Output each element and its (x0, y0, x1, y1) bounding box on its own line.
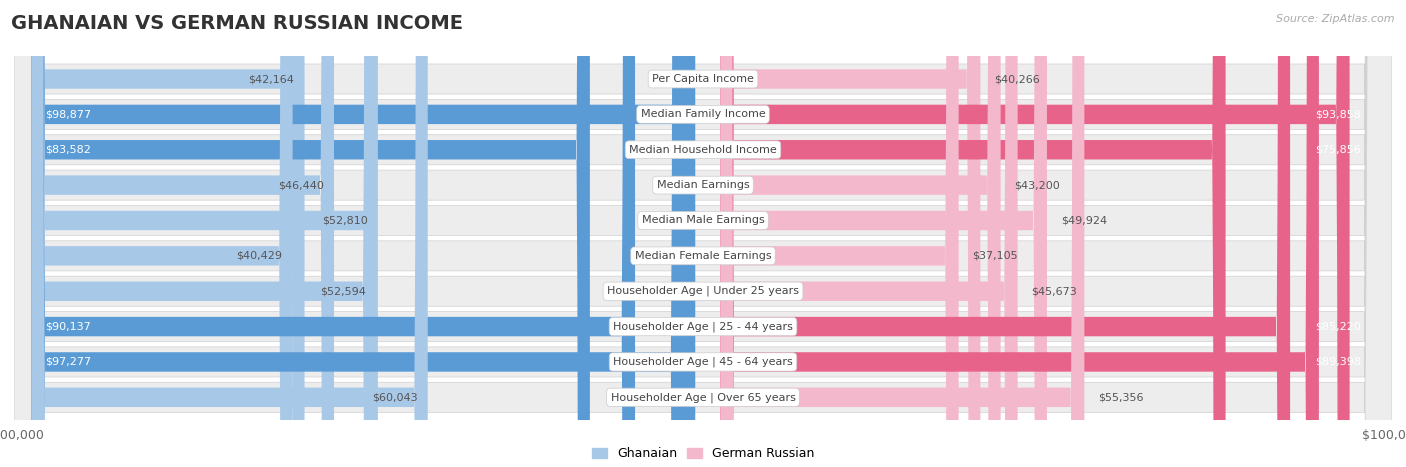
Text: $90,137: $90,137 (45, 322, 91, 332)
FancyBboxPatch shape (31, 0, 427, 467)
FancyBboxPatch shape (14, 0, 1392, 467)
FancyBboxPatch shape (31, 0, 636, 467)
Text: $98,877: $98,877 (45, 109, 91, 120)
FancyBboxPatch shape (720, 0, 980, 467)
FancyBboxPatch shape (720, 0, 1319, 467)
Text: $93,858: $93,858 (1315, 109, 1361, 120)
FancyBboxPatch shape (14, 0, 1392, 467)
Text: $43,200: $43,200 (1014, 180, 1060, 190)
FancyBboxPatch shape (31, 0, 335, 467)
FancyBboxPatch shape (31, 0, 591, 467)
Text: GHANAIAN VS GERMAN RUSSIAN INCOME: GHANAIAN VS GERMAN RUSSIAN INCOME (11, 14, 463, 33)
FancyBboxPatch shape (720, 0, 1226, 467)
Text: $46,440: $46,440 (278, 180, 323, 190)
Text: $60,043: $60,043 (371, 392, 418, 402)
Text: Householder Age | Under 25 years: Householder Age | Under 25 years (607, 286, 799, 297)
FancyBboxPatch shape (720, 0, 1350, 467)
Text: Median Earnings: Median Earnings (657, 180, 749, 190)
FancyBboxPatch shape (720, 0, 1018, 467)
Text: $40,266: $40,266 (994, 74, 1040, 84)
Text: $85,220: $85,220 (1315, 322, 1361, 332)
Text: $52,594: $52,594 (321, 286, 366, 296)
Text: Householder Age | Over 65 years: Householder Age | Over 65 years (610, 392, 796, 403)
Text: $55,356: $55,356 (1098, 392, 1143, 402)
Text: Householder Age | 25 - 44 years: Householder Age | 25 - 44 years (613, 321, 793, 332)
FancyBboxPatch shape (14, 0, 1392, 467)
FancyBboxPatch shape (14, 0, 1392, 467)
FancyBboxPatch shape (14, 0, 1392, 467)
Text: $49,924: $49,924 (1060, 215, 1107, 226)
Text: $52,810: $52,810 (322, 215, 367, 226)
FancyBboxPatch shape (720, 0, 1001, 467)
FancyBboxPatch shape (31, 0, 378, 467)
FancyBboxPatch shape (14, 0, 1392, 467)
Text: Per Capita Income: Per Capita Income (652, 74, 754, 84)
Text: Median Male Earnings: Median Male Earnings (641, 215, 765, 226)
FancyBboxPatch shape (720, 0, 1047, 467)
FancyBboxPatch shape (720, 0, 1291, 467)
FancyBboxPatch shape (14, 0, 1392, 467)
Text: $83,582: $83,582 (45, 145, 91, 155)
Legend: Ghanaian, German Russian: Ghanaian, German Russian (586, 442, 820, 465)
Text: Median Family Income: Median Family Income (641, 109, 765, 120)
FancyBboxPatch shape (31, 0, 685, 467)
Text: $42,164: $42,164 (249, 74, 294, 84)
Text: Source: ZipAtlas.com: Source: ZipAtlas.com (1277, 14, 1395, 24)
Text: $45,673: $45,673 (1032, 286, 1077, 296)
Text: $40,429: $40,429 (236, 251, 283, 261)
Text: Householder Age | 45 - 64 years: Householder Age | 45 - 64 years (613, 357, 793, 367)
FancyBboxPatch shape (14, 0, 1392, 467)
FancyBboxPatch shape (14, 0, 1392, 467)
FancyBboxPatch shape (720, 0, 959, 467)
FancyBboxPatch shape (720, 0, 1084, 467)
Text: $89,398: $89,398 (1315, 357, 1361, 367)
Text: Median Female Earnings: Median Female Earnings (634, 251, 772, 261)
FancyBboxPatch shape (31, 0, 305, 467)
Text: $97,277: $97,277 (45, 357, 91, 367)
Text: $75,856: $75,856 (1315, 145, 1361, 155)
FancyBboxPatch shape (31, 0, 695, 467)
FancyBboxPatch shape (14, 0, 1392, 467)
Text: $37,105: $37,105 (973, 251, 1018, 261)
FancyBboxPatch shape (31, 0, 377, 467)
Text: Median Household Income: Median Household Income (628, 145, 778, 155)
FancyBboxPatch shape (31, 0, 292, 467)
